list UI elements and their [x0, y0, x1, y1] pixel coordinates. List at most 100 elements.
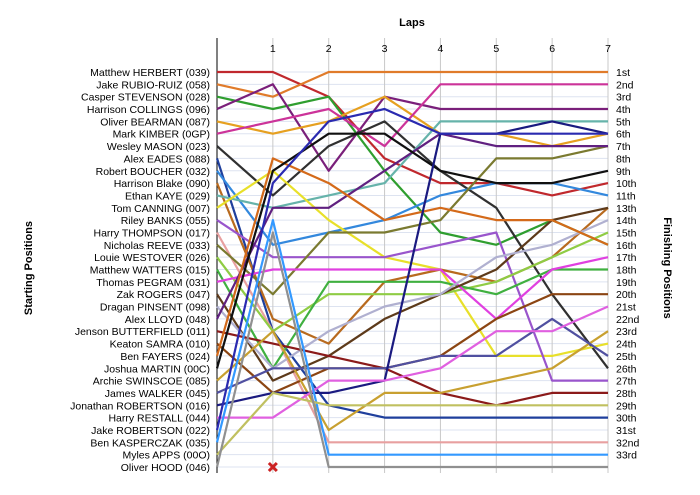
finish-label: 28th — [616, 388, 637, 400]
finish-label: 30th — [616, 413, 637, 425]
start-label: Harry RESTALL (044) — [108, 413, 210, 425]
start-label: Robert BOUCHER (032) — [96, 166, 210, 178]
lap-tick-label: 4 — [438, 43, 444, 55]
series-line-16 — [216, 231, 609, 333]
finish-label: 1st — [616, 67, 630, 79]
finish-label: 9th — [616, 166, 631, 178]
finish-label: 25th — [616, 351, 637, 363]
lap-ticks: 1 2 3 4 5 6 7 — [270, 43, 611, 55]
finish-label: 18th — [616, 265, 637, 277]
start-label: Zak ROGERS (047) — [117, 289, 210, 301]
start-label: Jenson BUTTERFIELD (011) — [75, 326, 210, 338]
start-label: Archie SWINSCOE (085) — [93, 376, 210, 388]
finish-label: 2nd — [616, 79, 634, 91]
finish-label: 27th — [616, 376, 637, 388]
start-labels: Matthew HERBERT (039)Jake RUBIO-RUIZ (05… — [70, 67, 210, 474]
series-line-17 — [216, 268, 608, 370]
finish-label: 20th — [616, 289, 637, 301]
start-label: Ethan KAYE (029) — [125, 190, 210, 202]
start-label: Matthew HERBERT (039) — [90, 67, 210, 79]
finish-label: 5th — [616, 116, 631, 128]
start-label: Joshua MARTIN (00C) — [104, 363, 210, 375]
lap-tick-label: 7 — [605, 43, 611, 55]
finish-label: 15th — [616, 227, 637, 239]
finish-label: 31st — [616, 425, 636, 437]
finish-label: 3rd — [616, 92, 631, 104]
finish-label: 10th — [616, 178, 637, 190]
start-label: Harry THOMPSON (017) — [94, 227, 211, 239]
finish-labels: 1st2nd3rd4th5th6th7th8th9th10th11th13th1… — [616, 67, 640, 462]
finish-label: 23rd — [616, 326, 637, 338]
finish-label: 6th — [616, 129, 631, 141]
series-line-20 — [216, 219, 609, 370]
y-axis-title-right: Finishing Positions — [661, 217, 673, 318]
start-label: Jake ROBERTSON (022) — [91, 425, 210, 437]
finish-label: 19th — [616, 277, 637, 289]
start-label: Oliver BEARMAN (087) — [100, 116, 210, 128]
start-label: Ben FAYERS (024) — [120, 351, 210, 363]
start-label: Oliver HOOD (046) — [121, 462, 210, 474]
series-line-25 — [215, 132, 609, 369]
finish-label: 32nd — [616, 437, 640, 449]
start-label: Dragan PINSENT (098) — [100, 302, 210, 314]
lap-tick-label: 6 — [549, 43, 555, 55]
series-line-2 — [216, 70, 608, 98]
series-line-4 — [216, 83, 608, 172]
series-lines — [215, 70, 609, 469]
x-axis-title: Laps — [399, 17, 425, 29]
finish-label: 11th — [616, 190, 636, 202]
markers — [267, 461, 278, 473]
start-label: Keaton SAMRA (010) — [110, 339, 210, 351]
series-line-33 — [215, 231, 608, 469]
finish-label: 26th — [616, 363, 637, 375]
series-line-19 — [216, 206, 609, 382]
series-line-8 — [215, 158, 608, 419]
start-label: Alex EADES (088) — [124, 153, 210, 165]
finish-label: 8th — [616, 153, 631, 165]
finish-label: 13th — [616, 203, 637, 215]
series-line-31 — [215, 219, 608, 456]
series-line-24 — [215, 157, 609, 357]
series-line-3 — [216, 95, 609, 246]
series-line-28 — [216, 120, 609, 407]
y-axis-title-left: Starting Positions — [23, 221, 35, 315]
start-label: Harrison COLLINGS (096) — [87, 104, 210, 116]
series-line-7 — [216, 120, 609, 369]
start-label: Tom CANNING (007) — [111, 203, 210, 215]
start-label: Jonathan ROBERTSON (016) — [70, 400, 210, 412]
lap-tick-label: 5 — [493, 43, 499, 55]
start-label: Myles APPS (00O) — [122, 450, 210, 462]
finish-label: 14th — [616, 215, 637, 227]
start-label: Wesley MASON (023) — [107, 141, 210, 153]
start-label: Thomas PEGRAM (031) — [96, 277, 210, 289]
start-label: Jake RUBIO-RUIZ (058) — [96, 79, 210, 91]
series-line-30 — [215, 107, 608, 431]
finish-label: 22nd — [616, 314, 640, 326]
finish-label: 17th — [616, 252, 637, 264]
retired-marker — [267, 461, 278, 473]
finish-label: 24th — [616, 339, 637, 351]
finish-label: 16th — [616, 240, 637, 252]
finish-label: 4th — [616, 104, 631, 116]
start-label: Matthew WATTERS (015) — [90, 265, 210, 277]
start-label: Riley BANKS (055) — [121, 215, 210, 227]
finish-label: 21st — [616, 302, 636, 314]
lap-tick-label: 3 — [382, 43, 388, 55]
start-label: Alex LLOYD (048) — [125, 314, 210, 326]
series-line-27 — [216, 317, 609, 394]
start-label: Louie WESTOVER (026) — [94, 252, 210, 264]
series-line-15 — [216, 145, 609, 296]
start-label: Nicholas REEVE (033) — [104, 240, 210, 252]
lap-tick-label: 2 — [326, 43, 332, 55]
finish-label: 33rd — [616, 450, 637, 462]
series-line-6 — [216, 83, 608, 148]
finish-label: 29th — [616, 400, 637, 412]
finish-label: 7th — [616, 141, 631, 153]
series-line-1 — [217, 70, 609, 197]
start-label: Ben KASPERCZAK (035) — [90, 437, 210, 449]
series-line-32 — [216, 391, 608, 456]
series-line-29 — [217, 305, 609, 419]
start-label: Mark KIMBER (0GP) — [113, 129, 210, 141]
lap-tick-label: 1 — [270, 43, 276, 55]
